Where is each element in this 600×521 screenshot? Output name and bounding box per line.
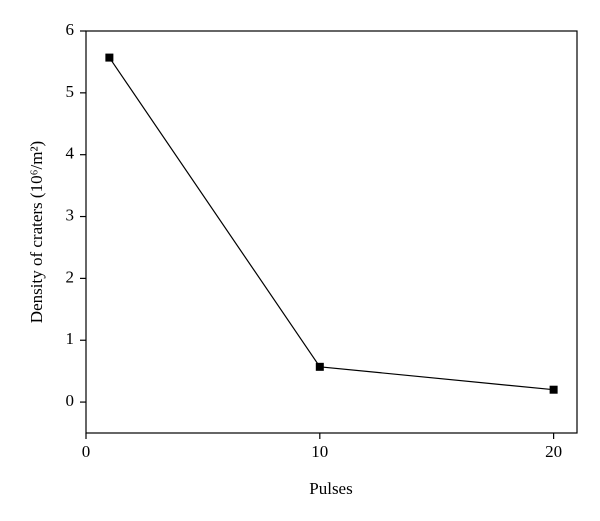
marker (549, 385, 558, 394)
y-tick-label: 1 (66, 329, 75, 348)
y-tick-label: 3 (66, 205, 75, 224)
x-axis-label: Pulses (309, 479, 352, 498)
x-tick-label: 20 (545, 442, 562, 461)
series-line (108, 57, 554, 391)
marker (105, 53, 114, 62)
y-axis-label: Density of craters (10⁶/m²) (27, 141, 46, 323)
plot-frame (85, 30, 578, 434)
y-tick-label: 5 (66, 82, 75, 101)
x-tick-label: 0 (82, 442, 91, 461)
y-tick-label: 6 (66, 20, 75, 39)
marker (315, 362, 324, 371)
y-tick-label: 4 (66, 144, 75, 163)
y-tick-label: 0 (66, 391, 75, 410)
y-tick-label: 2 (66, 267, 75, 286)
x-tick-label: 10 (311, 442, 328, 461)
